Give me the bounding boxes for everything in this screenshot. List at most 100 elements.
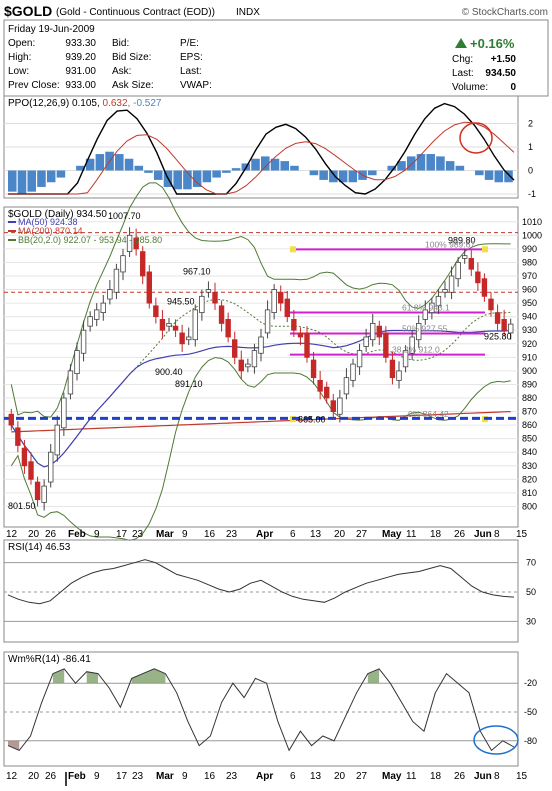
ppo-histogram-bar xyxy=(406,156,416,171)
price-panel: 1010100099098097096095094093092091090089… xyxy=(3,182,542,541)
date-tick-label: 13 xyxy=(310,771,322,782)
candle-body xyxy=(501,318,507,331)
date-tick-label: 26 xyxy=(45,771,57,782)
rsi-tick-label: 70 xyxy=(526,558,536,568)
price-annotation: 891.10 xyxy=(175,379,203,389)
date-tick-label: 12 xyxy=(6,771,18,782)
candle-body xyxy=(422,309,428,320)
ppo-highlight-circle xyxy=(459,122,493,154)
candle-body xyxy=(343,377,350,395)
candle-body xyxy=(140,251,146,277)
eps-label: EPS: xyxy=(180,52,203,63)
vwap-label: VWAP: xyxy=(180,80,212,91)
fibonacci-label: 61.8% 943.1 xyxy=(402,302,450,312)
ppo-y-axis: 2 1 0 -1 xyxy=(528,119,536,200)
ppo-histogram-bar xyxy=(368,170,377,176)
date-tick-label: 15 xyxy=(516,529,528,540)
fibonacci-label: 38.2% 912.0 xyxy=(392,345,440,355)
candle-body xyxy=(324,386,330,399)
fib-anchor-marker xyxy=(482,246,488,253)
date-axis-lower: 12 20 26 Feb 9 17 23 Mar 9 16 23 Apr 6 13 20 27 May 11 18 2… xyxy=(6,771,528,782)
ppo-tick-label: -1 xyxy=(528,189,536,199)
price-tick-label: 960 xyxy=(522,285,537,295)
date-tick-label: 13 xyxy=(310,529,322,540)
date-tick-label: 15 xyxy=(516,771,528,782)
prev-close-label: Prev Close: xyxy=(8,80,60,91)
date-tick-label: 16 xyxy=(204,771,216,782)
date-tick-label: 11 xyxy=(406,529,417,540)
date-tick-label: 9 xyxy=(94,529,100,540)
volume-label: Volume: xyxy=(452,82,488,93)
ppo-histogram-bar xyxy=(192,170,202,187)
candle-body xyxy=(416,323,422,341)
date-tick-label: 11 xyxy=(406,771,417,782)
ppo-histogram-bar xyxy=(348,170,358,183)
ppo-legend: PPO(12,26,9) 0.105, 0.632, -0.527 xyxy=(8,98,162,109)
candle-body xyxy=(278,291,284,304)
date-tick-label: 18 xyxy=(430,771,442,782)
candle-body xyxy=(488,298,494,311)
ppo-tick-label: 2 xyxy=(528,119,533,129)
price-annotation: 925.80 xyxy=(484,332,512,342)
bid-size-label: Bid Size: xyxy=(112,52,151,63)
date-tick-label: 26 xyxy=(454,771,466,782)
candle-body xyxy=(429,302,435,314)
ask-size-label: Ask Size: xyxy=(112,80,154,91)
price-tick-label: 840 xyxy=(522,447,537,457)
last-value: 934.50 xyxy=(485,68,516,79)
wr-fills xyxy=(8,668,380,751)
bid-label: Bid: xyxy=(112,38,129,49)
fibonacci-label: 0% 864.42 xyxy=(408,409,449,419)
price-tick-label: 810 xyxy=(522,488,537,498)
price-tick-label: 820 xyxy=(522,474,537,484)
candle-body xyxy=(468,257,474,270)
date-tick-label: 18 xyxy=(430,529,442,540)
price-tick-label: 940 xyxy=(522,312,537,322)
date-tick-label: Mar xyxy=(156,529,174,540)
date-tick-label: 12 xyxy=(6,529,18,540)
fibonacci-labels: 100% 989.67 61.8% 943.1 50% 927.55 38.2% 91… xyxy=(392,239,475,419)
wr-overbought-fill xyxy=(52,668,65,684)
candle-body xyxy=(74,350,80,374)
price-annotation: 865.00 xyxy=(298,414,326,424)
ppo-histogram-bar xyxy=(183,170,192,190)
ppo-histogram-bar xyxy=(270,158,280,171)
symbol-description: (Gold - Continuous Contract (EOD)) xyxy=(56,7,215,18)
candle-body xyxy=(28,461,34,480)
ppo-signal-line xyxy=(8,121,515,195)
candle-body xyxy=(435,295,442,307)
rsi-tick-label: 50 xyxy=(526,587,536,597)
low-value: 931.00 xyxy=(65,66,96,77)
price-tick-label: 950 xyxy=(522,298,537,308)
prev-close-value: 933.00 xyxy=(65,80,96,91)
wr-overbought-fill xyxy=(131,668,166,684)
ppo-histogram-bar xyxy=(397,161,406,171)
up-arrow-icon xyxy=(455,38,467,48)
date-tick-label: Feb xyxy=(68,529,86,540)
candle-body xyxy=(61,397,67,429)
price-tick-label: 980 xyxy=(522,257,537,267)
price-annotation: 801.50 xyxy=(8,501,36,511)
date-tick-label: 23 xyxy=(226,771,238,782)
date-tick-label: 8 xyxy=(494,771,500,782)
chg-label: Chg: xyxy=(452,54,473,65)
candlesticks xyxy=(8,227,514,511)
candle-body xyxy=(271,289,277,313)
ppo-histogram-bar xyxy=(37,170,46,187)
date-tick-label: 9 xyxy=(182,771,188,782)
date-tick-label: Jun xyxy=(474,771,492,782)
date-tick-label: 20 xyxy=(28,771,40,782)
date-tick-label: 23 xyxy=(132,771,144,782)
date-tick-label: 27 xyxy=(356,771,368,782)
wr-line xyxy=(7,668,515,752)
ppo-histogram-bar xyxy=(416,154,426,171)
date-axis-upper: 12 20 26 Feb 9 17 23 Mar 9 16 23 Apr 6 13 20 27 May 11 18 2… xyxy=(6,529,528,540)
rsi-panel: 70 50 30 RSI(14) 46.53 xyxy=(3,539,536,643)
candle-body xyxy=(494,312,501,324)
rsi-frame xyxy=(3,539,519,643)
wr-y-axis: -20 -50 -80 xyxy=(524,678,537,746)
candle-body xyxy=(232,339,238,358)
candle-body xyxy=(120,255,126,273)
price-grid xyxy=(4,221,518,507)
date-tick-label: 23 xyxy=(226,529,238,540)
